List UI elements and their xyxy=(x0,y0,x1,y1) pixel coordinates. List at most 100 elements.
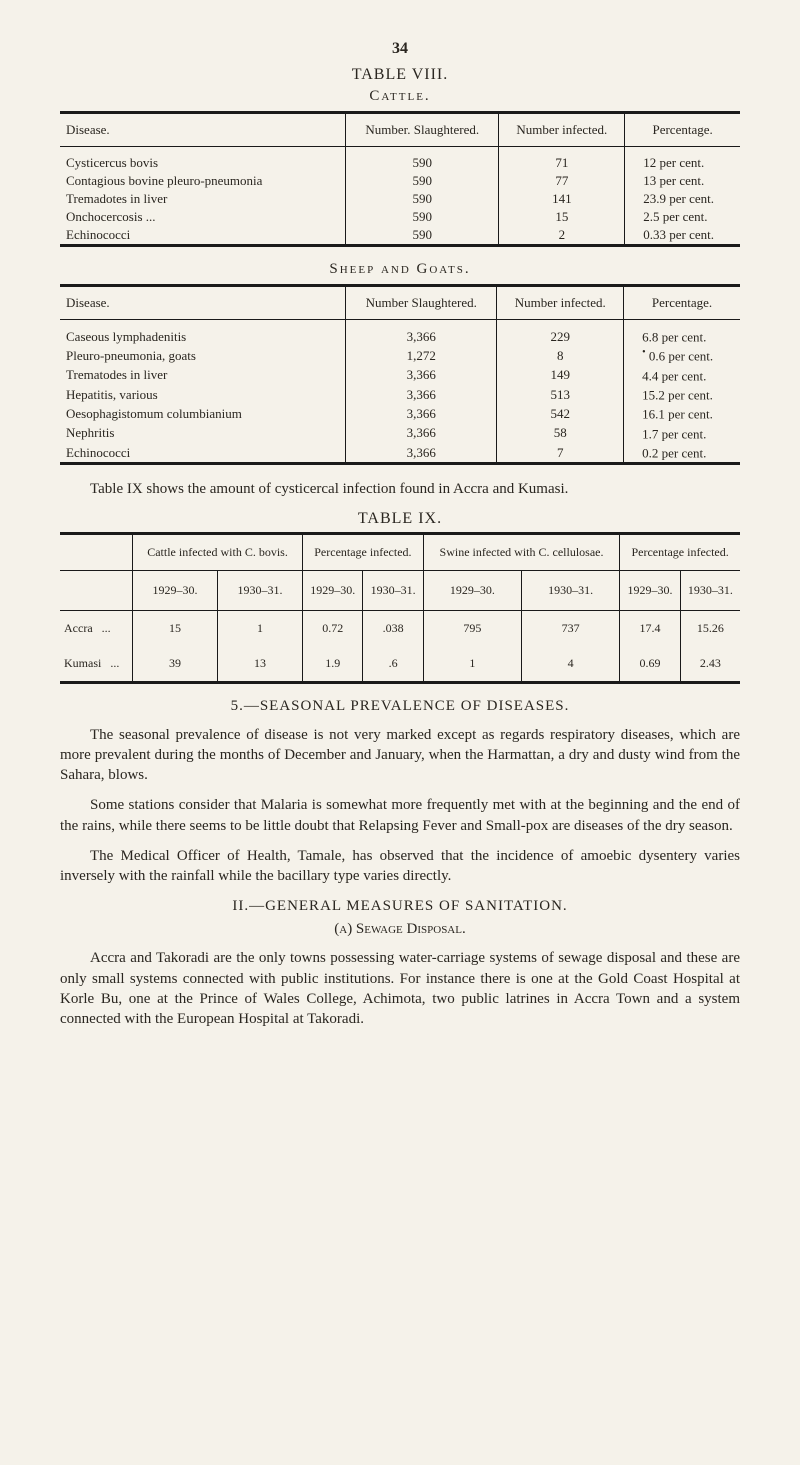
th-disease: Disease. xyxy=(60,113,346,147)
cell-infected: 229 xyxy=(497,320,624,347)
cell-value: 795 xyxy=(423,610,521,646)
cell-pct: 13 per cent. xyxy=(625,172,740,190)
table8-sheep: Disease. Number Slaughtered. Number infe… xyxy=(60,284,740,465)
cell-disease: Onchocercosis ... xyxy=(60,208,346,226)
cell-slaughtered: 3,366 xyxy=(346,385,497,404)
cell-value: .6 xyxy=(363,646,423,683)
cell-pct: 16.1 per cent. xyxy=(624,404,740,423)
table-row: Contagious bovine pleuro-pneumonia590771… xyxy=(60,172,740,190)
cell-disease: Oesophagistomum columbianium xyxy=(60,404,346,423)
cell-value: 2.43 xyxy=(680,646,740,683)
table-row: Caseous lymphadenitis3,366229 6.8 per ce… xyxy=(60,320,740,347)
th-blank xyxy=(60,533,133,570)
cell-disease: Echinococci xyxy=(60,226,346,246)
cell-slaughtered: 3,366 xyxy=(346,443,497,464)
subsection-2a-heading: (a) Sewage Disposal. xyxy=(60,921,740,938)
table8-cattle: Disease. Number. Slaughtered. Number inf… xyxy=(60,111,740,247)
table-row: Oesophagistomum columbianium3,366542 16.… xyxy=(60,404,740,423)
cell-disease: Contagious bovine pleuro-pneumonia xyxy=(60,172,346,190)
para-2a: Accra and Takoradi are the only towns po… xyxy=(60,948,740,1029)
th-group-pct1: Percentage infected. xyxy=(303,533,424,570)
th-group-swine: Swine infected with C. cellulosae. xyxy=(423,533,620,570)
th-year: 1929–30. xyxy=(620,570,680,610)
cell-disease: Hepatitis, various xyxy=(60,385,346,404)
cell-disease: Echinococci xyxy=(60,443,346,464)
th-year: 1930–31. xyxy=(363,570,423,610)
cell-infected: 542 xyxy=(497,404,624,423)
cell-value: 17.4 xyxy=(620,610,680,646)
cell-disease: Tremadotes in liver xyxy=(60,190,346,208)
paragraph-intro-table9: Table IX shows the amount of cysticercal… xyxy=(60,479,740,499)
cell-value: 15 xyxy=(133,610,218,646)
th-year: 1929–30. xyxy=(423,570,521,610)
table8-subtitle-cattle: Cattle. xyxy=(60,88,740,105)
section-2-heading: II.—GENERAL MEASURES OF SANITATION. xyxy=(60,898,740,915)
cell-infected: 71 xyxy=(499,147,625,173)
cell-value: 4 xyxy=(522,646,620,683)
cell-infected: 141 xyxy=(499,190,625,208)
cell-slaughtered: 590 xyxy=(346,208,499,226)
th-year: 1929–30. xyxy=(303,570,363,610)
cell-rowlabel: Accra ... xyxy=(60,610,133,646)
cell-slaughtered: 590 xyxy=(346,226,499,246)
cell-disease: Pleuro-pneumonia, goats xyxy=(60,346,346,365)
cell-infected: 15 xyxy=(499,208,625,226)
cell-slaughtered: 590 xyxy=(346,147,499,173)
cell-pct: 6.8 per cent. xyxy=(624,320,740,347)
cell-slaughtered: 3,366 xyxy=(346,320,497,347)
table8-title: TABLE VIII. xyxy=(60,66,740,84)
cell-rowlabel: Kumasi ... xyxy=(60,646,133,683)
table-row: Cysticercus bovis5907112 per cent. xyxy=(60,147,740,173)
cell-pct: 12 per cent. xyxy=(625,147,740,173)
cell-infected: 7 xyxy=(497,443,624,464)
cell-value: .038 xyxy=(363,610,423,646)
th-year: 1930–31. xyxy=(680,570,740,610)
cell-infected: 8 xyxy=(497,346,624,365)
th-slaughtered2: Number Slaughtered. xyxy=(346,286,497,320)
th-year: 1929–30. xyxy=(133,570,218,610)
th-percentage: Percentage. xyxy=(624,286,740,320)
page-number: 34 xyxy=(60,40,740,58)
cell-pct: 0.2 per cent. xyxy=(624,443,740,464)
table-row: Tremadotes in liver59014123.9 per cent. xyxy=(60,190,740,208)
table-row: Echinococci59020.33 per cent. xyxy=(60,226,740,246)
cell-slaughtered: 3,366 xyxy=(346,366,497,385)
cell-slaughtered: 3,366 xyxy=(346,404,497,423)
cell-infected: 58 xyxy=(497,424,624,443)
table9-title: TABLE IX. xyxy=(60,510,740,528)
th-blank xyxy=(60,570,133,610)
cell-value: 39 xyxy=(133,646,218,683)
para-5b: Some stations consider that Malaria is s… xyxy=(60,795,740,836)
table9: Cattle infected with C. bovis. Percentag… xyxy=(60,532,740,684)
table-row: Echinococci3,3667 0.2 per cent. xyxy=(60,443,740,464)
para-5c: The Medical Officer of Health, Tamale, h… xyxy=(60,846,740,887)
table-row: Pleuro-pneumonia, goats1,2728• 0.6 per c… xyxy=(60,346,740,365)
cell-value: 0.69 xyxy=(620,646,680,683)
cell-pct: 15.2 per cent. xyxy=(624,385,740,404)
table-row: Trematodes in liver3,366149 4.4 per cent… xyxy=(60,366,740,385)
cell-slaughtered: 590 xyxy=(346,190,499,208)
th-percentage: Percentage. xyxy=(625,113,740,147)
cell-pct: 1.7 per cent. xyxy=(624,424,740,443)
cell-slaughtered: 590 xyxy=(346,172,499,190)
table9-body: Accra ...1510.72.03879573717.415.26Kumas… xyxy=(60,610,740,682)
section-5-heading: 5.—SEASONAL PREVALENCE OF DISEASES. xyxy=(60,698,740,715)
sheep-tbody: Caseous lymphadenitis3,366229 6.8 per ce… xyxy=(60,320,740,464)
table-row: Nephritis3,36658 1.7 per cent. xyxy=(60,424,740,443)
cell-disease: Cysticercus bovis xyxy=(60,147,346,173)
cell-pct: • 0.6 per cent. xyxy=(624,346,740,365)
cell-pct: 2.5 per cent. xyxy=(625,208,740,226)
cattle-tbody: Cysticercus bovis5907112 per cent.Contag… xyxy=(60,147,740,246)
th-year: 1930–31. xyxy=(218,570,303,610)
th-slaughtered: Number. Slaughtered. xyxy=(346,113,499,147)
cell-value: 15.26 xyxy=(680,610,740,646)
cell-disease: Caseous lymphadenitis xyxy=(60,320,346,347)
th-group-pct2: Percentage infected. xyxy=(620,533,740,570)
cell-disease: Nephritis xyxy=(60,424,346,443)
cell-disease: Trematodes in liver xyxy=(60,366,346,385)
cell-infected: 77 xyxy=(499,172,625,190)
cell-value: 1.9 xyxy=(303,646,363,683)
para-5a: The seasonal prevalence of disease is no… xyxy=(60,725,740,786)
cell-value: 13 xyxy=(218,646,303,683)
th-group-cattle: Cattle infected with C. bovis. xyxy=(133,533,303,570)
